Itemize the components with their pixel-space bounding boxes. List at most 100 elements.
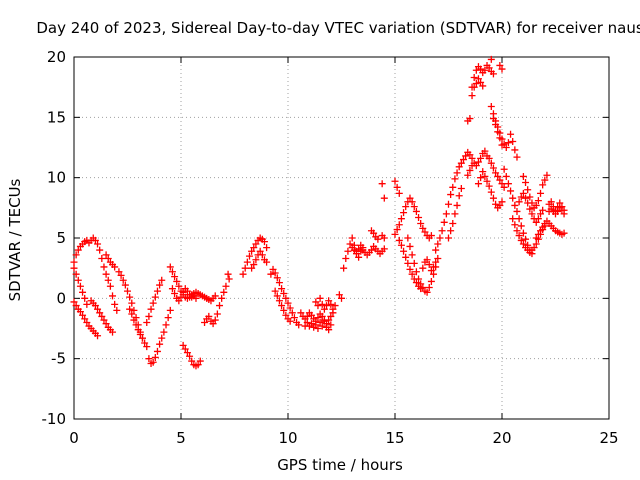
data-point <box>280 306 288 314</box>
series-seg43 <box>489 115 506 149</box>
series-seg5 <box>102 251 119 271</box>
data-point <box>496 176 504 184</box>
data-point <box>408 198 416 206</box>
data-point <box>406 242 414 250</box>
data-point <box>534 197 542 205</box>
data-point <box>481 172 489 180</box>
data-point <box>423 288 431 296</box>
data-point <box>91 236 99 244</box>
data-point <box>303 312 311 320</box>
data-point <box>74 276 82 284</box>
data-point <box>554 207 562 215</box>
data-point <box>115 268 123 276</box>
data-point <box>513 207 521 215</box>
data-point <box>173 277 181 285</box>
data-point <box>509 137 517 145</box>
data-point <box>243 258 251 266</box>
data-point <box>179 288 187 296</box>
data-point <box>121 281 129 289</box>
data-point <box>477 78 485 86</box>
data-point <box>151 353 159 361</box>
data-point <box>141 339 149 347</box>
data-point <box>340 264 348 272</box>
data-point <box>119 276 127 284</box>
data-point <box>225 275 233 283</box>
data-point <box>267 270 275 278</box>
data-point <box>507 130 515 138</box>
series-seg35 <box>464 115 474 125</box>
data-point <box>466 151 474 159</box>
data-point <box>102 270 110 278</box>
data-point <box>275 279 283 287</box>
data-point <box>474 180 482 188</box>
data-point <box>132 321 140 329</box>
series-seg45 <box>509 215 549 256</box>
data-point <box>134 326 142 334</box>
data-point <box>288 309 296 317</box>
data-point <box>83 300 91 308</box>
data-point <box>477 65 485 73</box>
series-seg37 <box>474 168 506 212</box>
data-point <box>350 241 358 249</box>
data-point <box>282 294 290 302</box>
data-point <box>355 245 363 253</box>
data-point <box>312 321 320 329</box>
data-point <box>404 259 412 267</box>
data-point <box>100 316 108 324</box>
data-point <box>509 215 517 223</box>
data-point <box>286 304 294 312</box>
data-point <box>522 235 530 243</box>
data-point <box>218 294 226 302</box>
data-point <box>335 291 343 299</box>
data-point <box>526 193 534 201</box>
data-point <box>149 299 157 307</box>
data-point <box>432 246 440 254</box>
data-point <box>451 175 459 183</box>
data-point <box>348 234 356 242</box>
data-point <box>308 320 316 328</box>
data-point <box>539 206 547 214</box>
data-point <box>327 300 335 308</box>
series-seg19 <box>297 309 337 328</box>
data-point <box>314 302 322 310</box>
data-point <box>346 240 354 248</box>
series-seg7 <box>126 305 146 342</box>
data-point <box>250 244 258 252</box>
series-seg14 <box>224 270 233 283</box>
data-point <box>188 357 196 365</box>
data-point <box>534 215 542 223</box>
x-tick-label: 15 <box>385 429 404 447</box>
data-point <box>515 215 523 223</box>
data-point <box>415 213 423 221</box>
data-point <box>489 70 497 78</box>
data-point <box>312 298 320 306</box>
data-point <box>280 290 288 298</box>
data-points <box>70 55 568 370</box>
series-seg29 <box>391 194 435 242</box>
series-seg47 <box>519 171 551 212</box>
data-point <box>502 172 510 180</box>
chart-title: Day 240 of 2023, Sidereal Day-to-day VTE… <box>36 19 640 37</box>
data-point <box>286 317 294 325</box>
data-point <box>239 270 247 278</box>
data-point <box>171 290 179 298</box>
data-point <box>498 141 506 149</box>
data-point <box>168 285 176 293</box>
data-point <box>492 169 500 177</box>
data-point <box>318 322 326 330</box>
data-point <box>338 294 345 302</box>
data-point <box>98 255 106 263</box>
data-point <box>481 147 489 155</box>
data-point <box>410 203 418 211</box>
data-point <box>524 186 532 194</box>
data-point <box>558 206 566 214</box>
data-point <box>391 177 399 185</box>
data-point <box>453 169 461 177</box>
series-seg28 <box>391 177 403 197</box>
data-point <box>124 287 131 295</box>
data-point <box>83 318 91 326</box>
data-point <box>320 317 328 325</box>
series-seg12 <box>179 341 204 370</box>
data-point <box>427 232 435 240</box>
data-point <box>534 230 542 238</box>
